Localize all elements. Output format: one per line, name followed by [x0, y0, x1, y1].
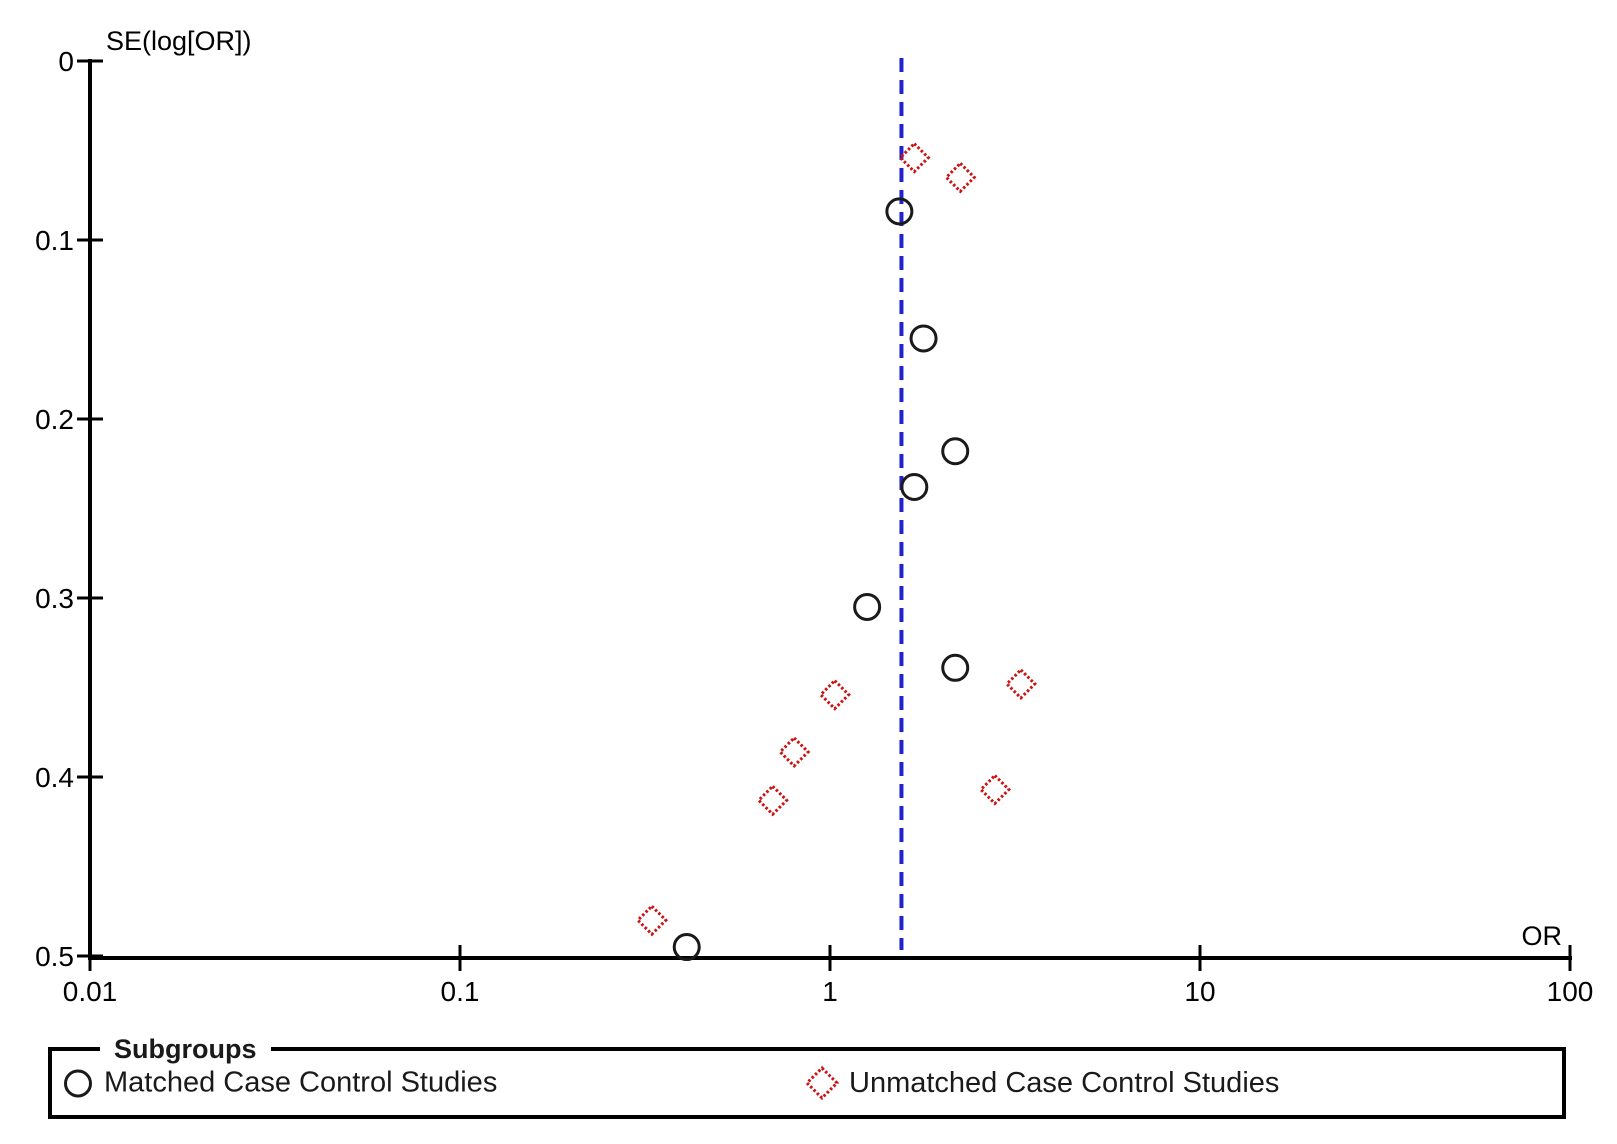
unmatched-study-point — [635, 904, 668, 937]
legend-item-label: Matched Case Control Studies — [104, 1066, 498, 1099]
matched-study-point — [909, 324, 938, 353]
matched-study-point — [885, 197, 914, 226]
unmatched-study-point — [756, 784, 789, 817]
legend-item-matched: Matched Case Control Studies — [62, 1067, 497, 1100]
x-axis-title: OR — [1522, 921, 1563, 951]
y-axis-tick-label: 0.2 — [35, 404, 74, 435]
matched-study-point — [853, 592, 882, 621]
x-axis-tick-label: 100 — [1547, 976, 1594, 1007]
y-axis-tick-label: 0 — [58, 46, 74, 77]
legend-box: Subgroups Matched Case Control Studies U… — [48, 1034, 1566, 1119]
diamond-marker-icon — [805, 1066, 839, 1100]
y-axis-tick-label: 0.3 — [35, 583, 74, 614]
y-axis-tick-label: 0.4 — [35, 762, 74, 793]
unmatched-study-point — [944, 161, 977, 194]
legend-item-unmatched: Unmatched Case Control Studies — [805, 1066, 1279, 1100]
matched-study-point — [900, 473, 929, 502]
legend-item-label: Unmatched Case Control Studies — [849, 1066, 1280, 1099]
x-axis-tick-label: 0.01 — [63, 976, 118, 1007]
x-axis-tick-label: 0.1 — [441, 976, 480, 1007]
circle-marker-icon — [64, 1069, 92, 1097]
x-axis-tick-label: 10 — [1184, 976, 1215, 1007]
unmatched-study-point — [1004, 667, 1037, 701]
y-axis-tick-label: 0.5 — [35, 941, 74, 972]
y-axis-title: SE(log[OR]) — [106, 26, 252, 56]
legend-title: Subgroups — [100, 1034, 271, 1064]
unmatched-study-point — [898, 141, 931, 174]
unmatched-study-point — [978, 773, 1011, 806]
y-axis-tick-label: 0.1 — [35, 225, 74, 256]
unmatched-study-point — [818, 678, 851, 711]
unmatched-study-point — [778, 735, 811, 769]
matched-study-point — [941, 653, 970, 682]
matched-study-point — [941, 437, 970, 466]
x-axis-tick-label: 1 — [822, 976, 838, 1007]
matched-study-point — [672, 933, 701, 962]
